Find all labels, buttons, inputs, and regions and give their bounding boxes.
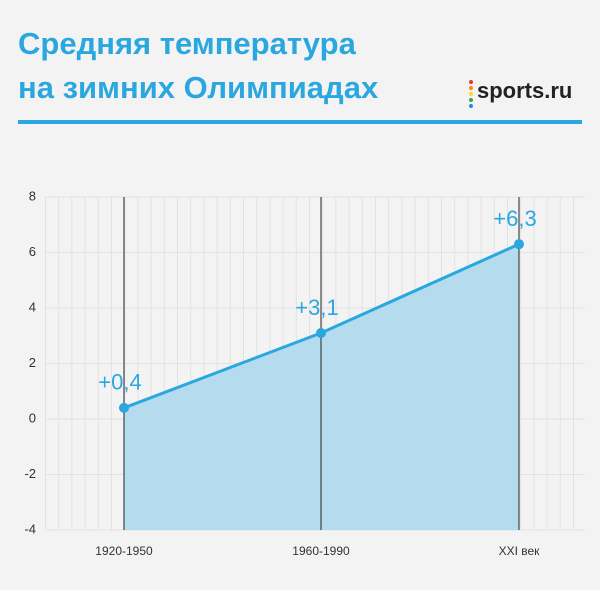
value-label: +6,3	[493, 206, 536, 231]
point	[119, 402, 129, 413]
x-tick-label: XXI век	[499, 544, 541, 558]
x-tick-label: 1920-1950	[95, 544, 153, 558]
y-tick-label: 4	[29, 299, 36, 314]
subtitle: на зимних Олимпиадах	[18, 70, 379, 105]
x-tick-label: 1960-1990	[292, 544, 350, 558]
value-label: +0,4	[98, 370, 141, 395]
point	[514, 239, 524, 250]
header-rule	[18, 120, 582, 124]
y-tick-label: -4	[24, 521, 36, 536]
logo: sports.ru	[477, 78, 572, 103]
y-tick-label: 0	[29, 410, 36, 425]
y-tick-label: 2	[29, 355, 36, 370]
point	[316, 327, 326, 338]
y-tick-label: 8	[29, 188, 36, 203]
y-tick-label: -2	[24, 466, 36, 481]
title: Средняя температура	[18, 26, 357, 61]
logo-icon	[469, 80, 473, 108]
y-tick-label: 6	[29, 244, 36, 259]
value-label: +3,1	[295, 295, 338, 320]
